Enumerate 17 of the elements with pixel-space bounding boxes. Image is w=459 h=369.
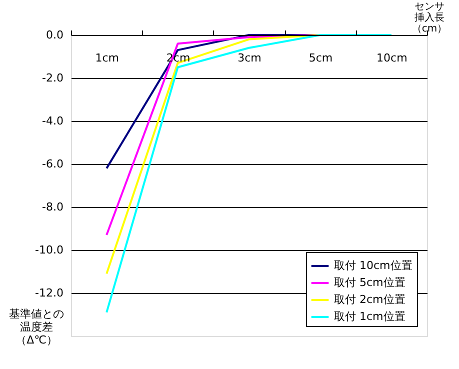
x-axis-title: センサ挿入長（cm） (412, 2, 448, 34)
y-tick-label: -8.0 (42, 200, 64, 214)
y-tick-label: -12.0 (35, 286, 64, 300)
y-axis-title: 基準値との温度差（Δ℃） (9, 308, 64, 346)
y-tick-label: 0.0 (46, 28, 64, 42)
x-tick-label: 5cm (308, 52, 333, 64)
legend-label: 取付 10cm位置 (334, 259, 412, 272)
y-tick-label: -4.0 (42, 114, 64, 128)
y-tick-label: -10.0 (35, 244, 64, 256)
y-tick-label: -2.0 (42, 72, 64, 84)
y-tick-label: -6.0 (42, 158, 64, 170)
x-tick-label: 1cm (95, 52, 119, 64)
legend-label: 取付 2cm位置 (334, 293, 406, 306)
legend-label: 取付 5cm位置 (334, 276, 406, 289)
x-tick-label: 3cm (238, 52, 262, 64)
legend-label: 取付 1cm位置 (334, 310, 406, 323)
x-tick-label: 10cm (376, 52, 408, 64)
